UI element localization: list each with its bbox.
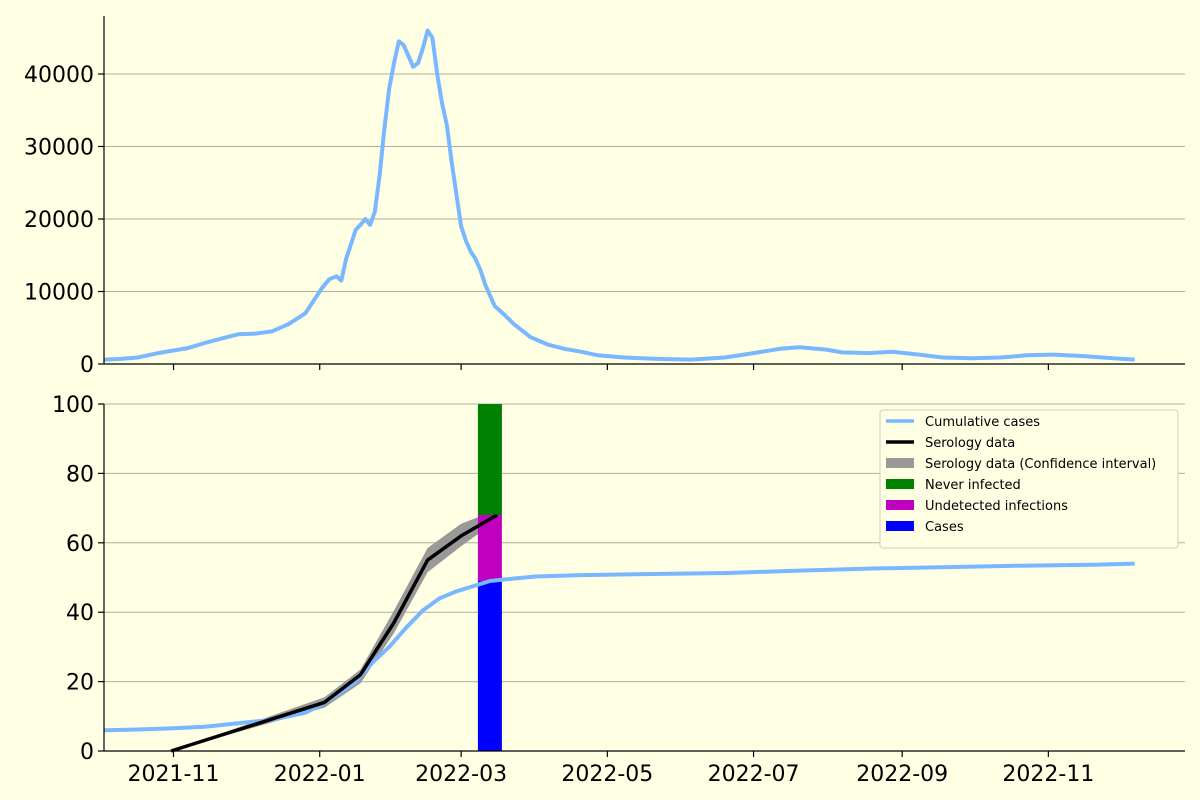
y-tick-label: 30000 <box>24 136 94 161</box>
bottom-series-layer <box>103 404 1135 753</box>
daily-cases-panel: 0 10000 20000 30000 40000 <box>24 16 1185 378</box>
x-tick-label: 2022-05 <box>561 762 653 787</box>
legend-swatch <box>886 479 914 489</box>
serology-line <box>170 513 498 753</box>
bar-segment-cases <box>477 580 502 751</box>
cumulative-cases-line <box>103 561 1135 733</box>
top-grid <box>104 73 1185 292</box>
legend-swatch <box>886 500 914 510</box>
y-tick-label: 40000 <box>24 63 94 88</box>
x-tick-label: 2022-07 <box>708 762 800 787</box>
y-tick-label: 40 <box>66 601 94 626</box>
bar-segment-never-infected <box>477 404 502 516</box>
legend-label: Undetected infections <box>925 499 1068 514</box>
legend-label: Cases <box>925 520 964 535</box>
x-tick-label: 2021-11 <box>128 762 220 787</box>
y-tick-label: 100 <box>52 393 94 418</box>
legend-label: Cumulative cases <box>925 415 1040 430</box>
x-tick-label: 2022-03 <box>415 762 507 787</box>
legend: Cumulative cases Serology data Serology da… <box>879 409 1179 549</box>
y-tick-label: 80 <box>66 462 94 487</box>
x-tick-label: 2022-09 <box>856 762 948 787</box>
daily-cases-line <box>103 28 1135 362</box>
y-tick-label: 10000 <box>24 281 94 306</box>
y-tick-label: 0 <box>80 740 94 765</box>
top-series-layer <box>103 28 1135 362</box>
y-tick-label: 20 <box>66 671 94 696</box>
cumulative-panel: 0 20 40 60 80 100 2021-11 2022-01 2022-03 2022-05… <box>52 393 1185 787</box>
x-tick-label: 2022-01 <box>274 762 366 787</box>
y-tick-label: 0 <box>80 353 94 378</box>
y-tick-label: 20000 <box>24 208 94 233</box>
x-tick-label: 2022-11 <box>1002 762 1094 787</box>
y-tick-label: 60 <box>66 532 94 557</box>
top-axes: 0 10000 20000 30000 40000 <box>24 16 1185 378</box>
bottom-axes: 0 20 40 60 80 100 2021-11 2022-01 2022-03 2022-05… <box>52 393 1185 787</box>
legend-label: Serology data (Confidence interval) <box>925 457 1156 472</box>
legend-swatch <box>886 521 914 531</box>
legend-swatch <box>886 458 914 468</box>
legend-label: Never infected <box>925 478 1021 493</box>
bar-segment-undetected-infections <box>477 515 502 581</box>
legend-label: Serology data <box>925 436 1015 451</box>
legend-box <box>879 409 1179 549</box>
